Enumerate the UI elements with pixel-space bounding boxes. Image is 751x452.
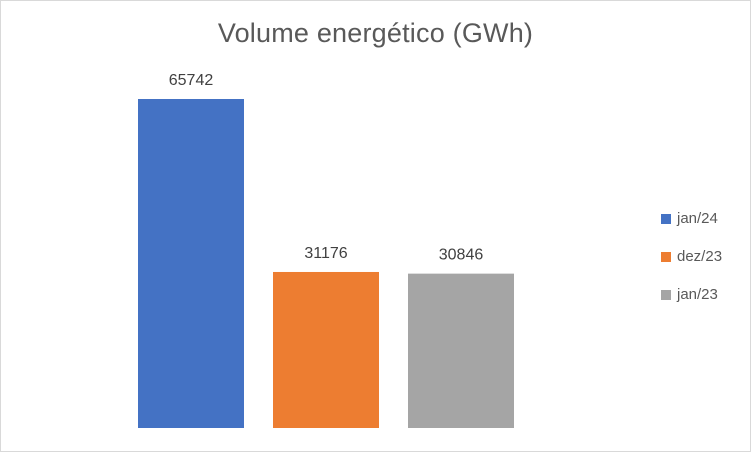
data-label: 30846 bbox=[439, 247, 484, 264]
bars-group bbox=[138, 99, 514, 428]
legend-swatch bbox=[661, 213, 671, 224]
bar-jan-23 bbox=[408, 273, 514, 428]
legend-label: dez/23 bbox=[677, 248, 723, 265]
chart-title: Volume energético (GWh) bbox=[217, 18, 534, 48]
legend-swatch bbox=[661, 289, 671, 300]
legend-item-jan-23: jan/23 bbox=[661, 283, 722, 306]
data-labels-group: 65742 31176 30846 bbox=[169, 72, 484, 264]
legend-item-jan-24: jan/24 bbox=[661, 207, 722, 230]
bar-jan-24 bbox=[138, 99, 244, 428]
legend: jan/24 dez/23 jan/23 bbox=[661, 207, 722, 321]
data-label: 65742 bbox=[169, 72, 214, 89]
legend-swatch bbox=[661, 251, 671, 262]
legend-label: jan/24 bbox=[677, 210, 718, 227]
legend-label: jan/23 bbox=[677, 286, 718, 303]
legend-item-dez-23: dez/23 bbox=[661, 245, 722, 268]
data-label: 31176 bbox=[304, 245, 347, 262]
bar-dez-23 bbox=[273, 271, 379, 428]
